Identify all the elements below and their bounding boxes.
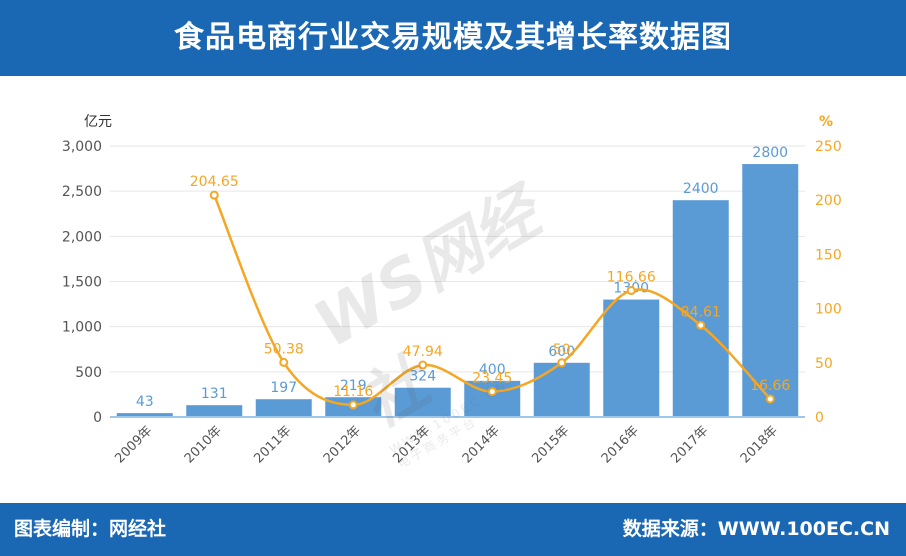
growth-rate-point <box>696 320 706 330</box>
bar-value-label: 197 <box>270 380 297 396</box>
y-right-tick-label: 150 <box>815 247 842 263</box>
y-left-tick-label: 500 <box>75 365 102 381</box>
bar-value-label: 43 <box>136 394 154 410</box>
bar-value-label: 324 <box>409 369 436 385</box>
bar-value-label: 2400 <box>683 181 719 197</box>
growth-rate-point <box>557 358 567 368</box>
footer-bar: 图表编制：网经社 数据来源：WWW.100EC.CN <box>0 503 906 556</box>
growth-rate-label: 204.65 <box>190 174 239 190</box>
growth-rate-label: 50.38 <box>264 341 304 357</box>
growth-rate-label: 116.66 <box>607 270 656 286</box>
growth-rate-label: 50 <box>553 342 571 358</box>
growth-rate-point <box>348 400 358 410</box>
growth-rate-point <box>765 394 775 404</box>
y-right-tick-label: 0 <box>815 410 824 426</box>
y-left-tick-label: 1,500 <box>62 275 102 291</box>
growth-rate-label: 11.16 <box>333 384 373 400</box>
y-right-tick-label: 50 <box>815 356 833 372</box>
bar <box>116 413 173 417</box>
y-right-tick-label: 200 <box>815 193 842 209</box>
x-tick-label: 2013年 <box>390 423 433 466</box>
growth-rate-point <box>209 190 219 200</box>
y-left-axis-label: 亿元 <box>84 114 112 130</box>
x-tick-label: 2010年 <box>182 423 225 466</box>
bar-value-label: 219 <box>340 378 367 394</box>
x-tick-label: 2015年 <box>529 423 572 466</box>
y-left-tick-label: 0 <box>93 410 102 426</box>
x-tick-label: 2016年 <box>599 423 642 466</box>
bar <box>533 362 590 417</box>
y-left-tick-label: 3,000 <box>62 139 102 155</box>
y-left-tick-label: 1,000 <box>62 320 102 336</box>
x-tick-label: 2012年 <box>321 423 364 466</box>
growth-rate-label: 47.94 <box>403 344 443 360</box>
y-right-tick-label: 100 <box>815 302 842 318</box>
y-left-tick-label: 2,500 <box>62 184 102 200</box>
footer-author: 图表编制：网经社 <box>14 518 167 540</box>
x-tick-label: 2011年 <box>251 423 294 466</box>
growth-rate-point <box>279 357 289 367</box>
bar <box>742 164 799 417</box>
x-tick-label: 2018年 <box>738 423 781 466</box>
growth-rate-point <box>626 286 636 296</box>
x-tick-label: 2014年 <box>460 423 503 466</box>
growth-rate-point <box>487 387 497 397</box>
x-tick-label: 2017年 <box>668 423 711 466</box>
growth-rate-label: 23.45 <box>472 371 512 387</box>
bar <box>394 387 451 417</box>
x-tick-label: 2009年 <box>112 423 155 466</box>
bar <box>186 405 243 417</box>
y-left-tick-label: 2,000 <box>62 229 102 245</box>
bar-value-label: 2800 <box>752 145 788 161</box>
bar-value-label: 131 <box>201 386 228 402</box>
bar <box>672 200 729 417</box>
bar <box>603 299 660 417</box>
growth-rate-label: 84.61 <box>681 304 721 320</box>
chart: 0 500 1,000 1,500 2,000 2,500 3,000 0 50 100 150 20… <box>62 114 842 466</box>
growth-rate-point <box>418 360 428 370</box>
chart-title: 食品电商行业交易规模及其增长率数据图 <box>174 20 732 55</box>
growth-rate-label: 16.66 <box>750 378 790 394</box>
y-right-axis-label: % <box>819 114 833 130</box>
bar-value-label: 400 <box>479 362 506 378</box>
header-bar <box>0 0 906 76</box>
bar <box>255 399 312 417</box>
footer-source: 数据来源：WWW.100EC.CN <box>622 518 890 540</box>
y-right-tick-label: 250 <box>815 139 842 155</box>
